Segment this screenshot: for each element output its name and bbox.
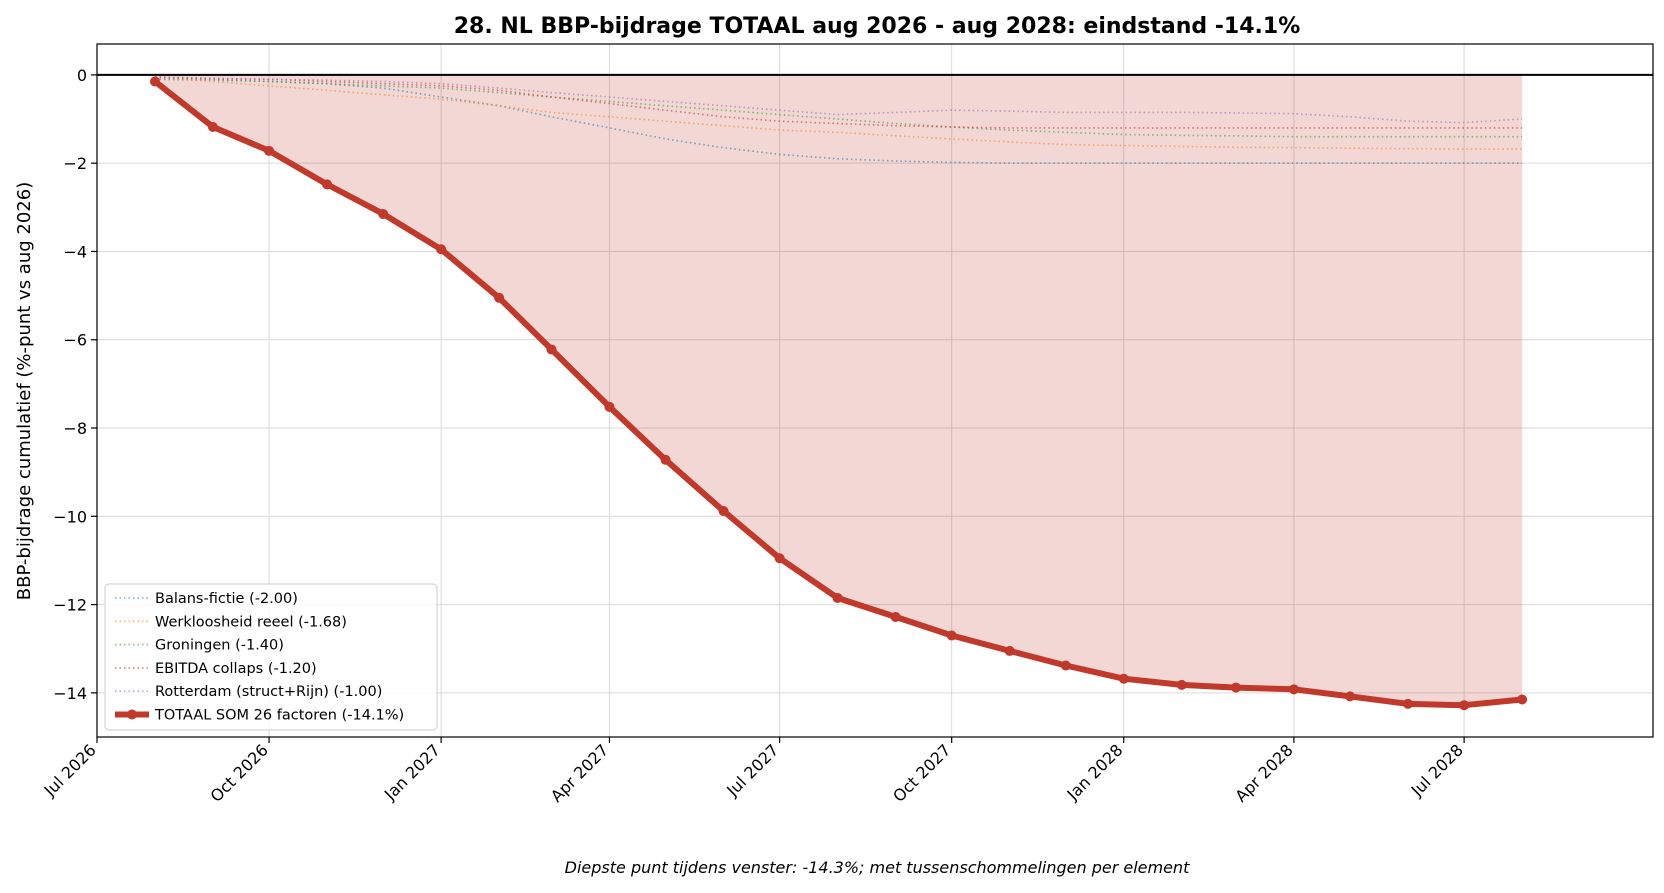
x-tick-label: Jul 2027	[722, 740, 782, 800]
legend-label: Rotterdam (struct+Rijn) (-1.00)	[155, 684, 382, 700]
y-tick-label: −10	[53, 507, 87, 526]
total-fill-area	[155, 74, 1523, 706]
x-tick-label: Oct 2027	[889, 740, 954, 805]
total-data-point	[1345, 691, 1356, 702]
total-data-point	[1230, 682, 1241, 693]
y-tick-label: −6	[63, 331, 87, 350]
total-data-point	[1060, 660, 1071, 671]
x-axis-ticks: Jul 2026 Oct 2026 Jan 2027 Apr 2027 Jul 2027…	[40, 737, 1467, 806]
total-data-point	[604, 401, 615, 412]
x-tick-label: Apr 2027	[547, 740, 612, 805]
total-data-point	[774, 553, 785, 564]
total-data-point	[1517, 694, 1528, 705]
x-tick-label: Jul 2028	[1407, 740, 1467, 800]
total-data-point	[1288, 684, 1299, 695]
series-line-4	[154, 76, 1523, 129]
total-data-point	[264, 145, 275, 156]
y-axis-label: BBP-bijdrage cumulatief (%-punt vs aug 2…	[14, 182, 35, 600]
y-tick-label: 0	[77, 66, 87, 85]
legend-label: Werkloosheid reeel (-1.68)	[155, 614, 347, 630]
legend-marker	[127, 709, 137, 720]
total-data-point	[494, 292, 505, 303]
total-data-point	[718, 506, 729, 517]
total-data-point	[149, 76, 160, 87]
total-data-point	[1403, 698, 1414, 709]
series-group	[149, 76, 1528, 711]
y-tick-label: −2	[63, 154, 87, 173]
y-axis-ticks: 0 −2 −4 −6 −8 −10 −12 −14	[53, 66, 97, 703]
y-tick-label: −8	[63, 419, 87, 438]
total-data-point	[1004, 645, 1015, 656]
total-data-point	[660, 454, 671, 465]
series-line-1	[154, 78, 1523, 164]
y-tick-label: −4	[63, 242, 87, 261]
total-data-point	[546, 344, 557, 355]
total-data-point	[378, 208, 389, 219]
x-tick-label: Jan 2027	[380, 740, 444, 804]
x-tick-label: Jan 2028	[1063, 740, 1127, 804]
total-data-point	[946, 630, 957, 641]
legend-label: EBITDA collaps (-1.20)	[155, 661, 317, 677]
total-data-point	[1118, 673, 1129, 684]
total-data-point	[890, 611, 901, 622]
legend-label: Balans-fictie (-2.00)	[155, 591, 298, 607]
legend-label: Groningen (-1.40)	[155, 638, 284, 654]
x-tick-label: Apr 2028	[1231, 740, 1296, 805]
y-tick-label: −12	[53, 596, 87, 615]
y-tick-label: −14	[53, 684, 87, 703]
legend-label: TOTAAL SOM 26 factoren (-14.1%)	[154, 708, 404, 724]
series-line-3	[154, 76, 1523, 138]
total-data-point	[436, 244, 447, 255]
x-tick-label: Oct 2026	[207, 740, 272, 805]
series-line-2	[154, 76, 1523, 150]
total-data-point	[322, 179, 333, 190]
chart-title: 28. NL BBP-bijdrage TOTAAL aug 2026 - au…	[454, 14, 1301, 39]
legend-box	[104, 583, 438, 731]
x-tick-label: Jul 2026	[40, 740, 100, 800]
total-data-point	[1459, 700, 1470, 711]
chart-caption: Diepste punt tijdens venster: -14.3%; me…	[565, 858, 1190, 877]
grid-lines	[96, 44, 1653, 737]
legend: Balans-fictie (-2.00) Werkloosheid reeel …	[104, 583, 438, 731]
plot-frame	[96, 43, 1654, 738]
total-data-point	[207, 121, 218, 132]
total-data-point	[1176, 679, 1187, 690]
total-data-point	[832, 592, 843, 603]
